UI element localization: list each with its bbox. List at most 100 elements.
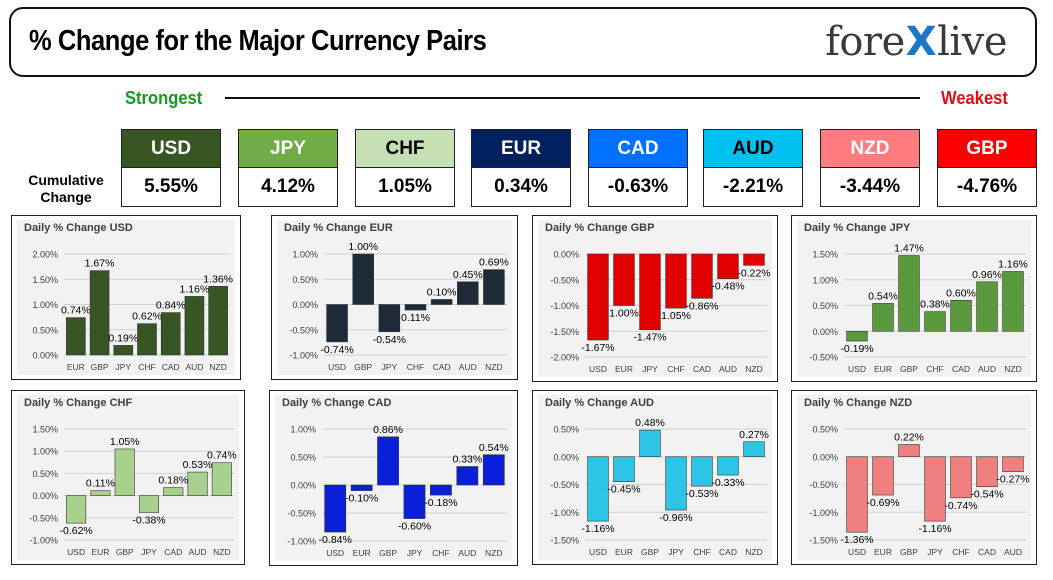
y-tick-label: 0.00% <box>812 327 838 337</box>
y-tick-label: -1.00% <box>29 536 58 546</box>
bar-chart: -1.00% -0.50% 0.00% 0.50% 1.00% 1.50% -0.62% US… <box>29 425 236 558</box>
data-label: -0.54% <box>970 489 1003 501</box>
bar-eur <box>872 303 894 332</box>
bar-chart: -2.00% -1.50% -1.00% -0.50% 0.00% -1.67% USD 1.… <box>550 250 770 375</box>
data-label: -0.38% <box>132 514 165 526</box>
y-tick-label: -2.00% <box>550 353 579 363</box>
x-tick-label: JPY <box>642 364 658 374</box>
data-label: 0.38% <box>920 299 950 311</box>
y-tick-label: 1.00% <box>32 300 58 310</box>
chart-title: Daily % Change JPY <box>804 222 911 234</box>
data-label: -0.27% <box>996 474 1029 486</box>
data-label: 0.74% <box>61 305 91 317</box>
x-tick-label: EUR <box>874 547 892 557</box>
data-label: 0.53% <box>183 459 213 471</box>
x-tick-label: CAD <box>952 364 970 374</box>
data-label: -1.16% <box>581 523 614 535</box>
bar-eur <box>90 490 111 496</box>
data-label: 0.62% <box>132 311 162 323</box>
currency-box-cad: CAD -0.63% <box>588 129 688 207</box>
bar-cad <box>717 456 739 476</box>
bar-usd <box>66 495 87 524</box>
bar-eur <box>872 456 894 496</box>
bar-chart: -1.50% -1.00% -0.50% 0.00% 0.50% -1.16% USD -0.… <box>550 417 768 557</box>
x-tick-label: GBP <box>900 547 918 557</box>
y-tick-label: -1.00% <box>550 301 579 311</box>
bar-usd <box>587 253 609 341</box>
x-tick-label: AUD <box>719 364 737 374</box>
cumulative-change-value: -2.21% <box>722 176 784 197</box>
y-tick-label: -1.50% <box>550 536 579 546</box>
bar-usd <box>587 456 609 522</box>
y-tick-label: 0.50% <box>812 425 838 435</box>
bar-nzd <box>208 286 228 356</box>
x-tick-label: GBP <box>900 364 918 374</box>
bar-aud <box>1002 456 1024 473</box>
data-label: 1.67% <box>85 258 115 270</box>
y-tick-label: -1.00% <box>287 537 316 547</box>
data-label: -1.67% <box>581 342 614 354</box>
y-tick-label: 0.00% <box>292 300 318 310</box>
y-tick-label: -1.50% <box>809 536 838 546</box>
data-label: 1.16% <box>180 283 210 295</box>
strongest-label: Strongest <box>125 88 203 108</box>
data-label: -0.18% <box>424 497 457 509</box>
y-tick-label: 0.50% <box>290 453 316 463</box>
data-label: -0.74% <box>944 500 977 512</box>
x-tick-label: GBP <box>91 362 109 372</box>
data-label: -0.53% <box>685 488 718 500</box>
bar-usd <box>846 330 868 342</box>
chart-background <box>538 395 772 560</box>
currency-code: EUR <box>472 130 570 168</box>
bar-gbp <box>377 436 399 486</box>
currency-box-usd: USD 5.55% <box>121 129 221 207</box>
x-tick-label: EUR <box>615 547 633 557</box>
title-banner: % Change for the Major Currency Pairs fo… <box>9 7 1037 77</box>
strength-scale-line <box>225 97 920 99</box>
bar-aud <box>456 466 479 486</box>
bar-chf <box>137 323 157 356</box>
x-tick-label: CHF <box>667 364 684 374</box>
data-label: 0.10% <box>427 286 457 298</box>
y-tick-label: 0.00% <box>32 491 58 501</box>
y-tick-label: 0.00% <box>553 250 579 260</box>
x-tick-label: CHF <box>407 362 424 372</box>
data-label: -0.22% <box>737 267 770 279</box>
data-label: 0.69% <box>479 257 509 269</box>
currency-code: CHF <box>356 130 454 168</box>
bar-chart: -1.00% -0.50% 0.00% 0.50% 1.00% -0.74% USD 1.00… <box>289 241 509 372</box>
data-label: 0.54% <box>479 442 509 454</box>
data-label: -0.69% <box>866 497 899 509</box>
bar-eur <box>613 253 635 306</box>
bar-jpy <box>378 304 401 333</box>
bar-chf <box>924 311 946 332</box>
x-tick-label: NZD <box>745 364 762 374</box>
y-tick-label: 1.00% <box>292 250 318 260</box>
x-tick-label: EUR <box>874 364 892 374</box>
data-label: 1.36% <box>203 273 233 285</box>
x-tick-label: GBP <box>116 547 134 557</box>
y-tick-label: 0.00% <box>812 452 838 462</box>
data-label: 1.05% <box>661 310 691 322</box>
data-label: 0.11% <box>401 312 430 324</box>
x-tick-label: CAD <box>978 547 996 557</box>
data-label: -0.96% <box>659 512 692 524</box>
data-label: -1.47% <box>633 332 666 344</box>
x-tick-label: CAD <box>164 547 182 557</box>
data-label: 1.00% <box>609 308 639 320</box>
bar-chf <box>665 253 687 309</box>
data-label: -0.54% <box>373 334 406 346</box>
page-title: % Change for the Major Currency Pairs <box>29 25 487 57</box>
y-tick-label: 0.50% <box>812 301 838 311</box>
cumulative-change-value: -3.44% <box>839 176 901 197</box>
x-tick-label: USD <box>589 547 607 557</box>
y-tick-label: 1.50% <box>32 425 58 435</box>
x-tick-label: NZD <box>745 547 762 557</box>
y-tick-label: 1.50% <box>812 250 838 260</box>
currency-box-chf: CHF 1.05% <box>355 129 455 207</box>
x-tick-label: JPY <box>141 547 157 557</box>
bar-aud <box>184 296 205 356</box>
bar-nzd <box>483 269 505 305</box>
cumulative-change-value: 4.12% <box>261 176 315 197</box>
bar-nzd <box>482 454 505 486</box>
